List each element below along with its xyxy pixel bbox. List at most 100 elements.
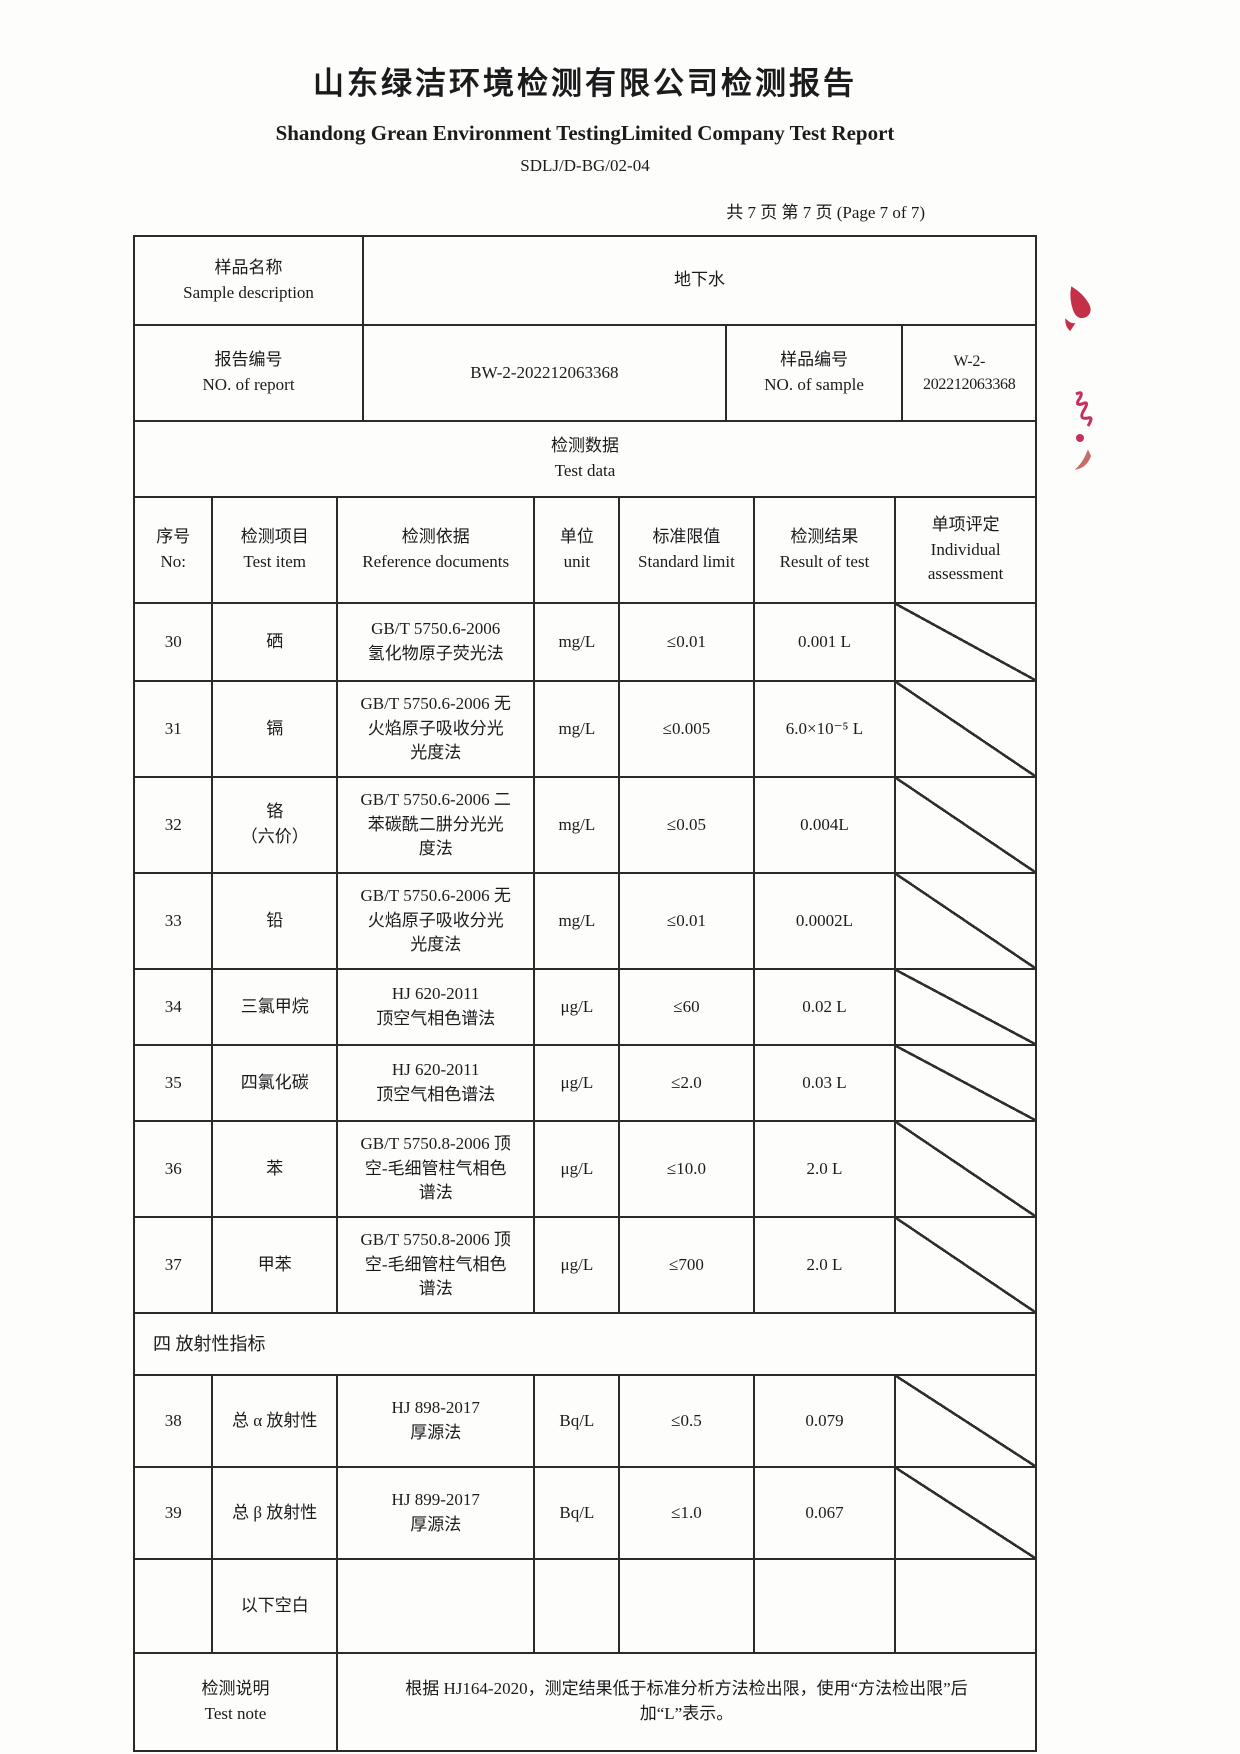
- row-item: 苯: [211, 1120, 338, 1218]
- row-no: 36: [132, 1120, 214, 1218]
- row-limit: ≤10.0: [618, 1120, 755, 1218]
- row-item: 铅: [211, 872, 338, 970]
- col-header-result: 检测结果 Result of test: [752, 496, 897, 604]
- sample-name-label: 样品名称 Sample description: [132, 235, 365, 326]
- row-limit: ≤0.01: [618, 872, 755, 970]
- table-row: 39 总 β 放射性 HJ 899-2017 厚源法 Bq/L ≤1.0 0.0…: [132, 1466, 1037, 1560]
- red-ink-mark: [1065, 286, 1091, 332]
- row-unit: μg/L: [533, 968, 621, 1046]
- assessment-slash: [894, 1120, 1037, 1218]
- row-item: 三氯甲烷: [211, 968, 338, 1046]
- blank-cell: [132, 1558, 214, 1654]
- report-content: 山东绿洁环境检测有限公司检测报告 Shandong Grean Environm…: [132, 58, 1038, 1752]
- assessment-slash: [894, 1374, 1037, 1468]
- test-note-label: 检测说明 Test note: [133, 1652, 338, 1752]
- blank-cell: [618, 1558, 755, 1654]
- sample-info-table: 样品名称 Sample description 地下水 报告编号 NO. of …: [132, 235, 1037, 498]
- report-title-en: Shandong Grean Environment TestingLimite…: [275, 121, 895, 145]
- row-no: 39: [132, 1466, 214, 1560]
- row-reference: GB/T 5750.6-2006 二 苯碳酰二肼分光光 度法: [335, 776, 536, 874]
- row-no: 31: [132, 680, 214, 778]
- assessment-slash: [894, 680, 1037, 778]
- row-result: 0.079: [752, 1374, 897, 1468]
- sample-no-label: 样品编号 NO. of sample: [724, 324, 904, 422]
- report-title-cn: 山东绿洁环境检测有限公司检测报告: [313, 66, 857, 101]
- assessment-slash: [894, 872, 1037, 970]
- row-item: 总 β 放射性: [211, 1466, 338, 1560]
- row-limit: ≤700: [618, 1216, 755, 1314]
- row-no: 33: [132, 872, 214, 970]
- sample-name-row: 样品名称 Sample description 地下水: [132, 235, 1037, 326]
- col-header-unit: 单位 unit: [533, 496, 621, 604]
- section-heading: 四 放射性指标: [133, 1312, 1037, 1376]
- row-unit: mg/L: [533, 872, 621, 970]
- row-result: 0.0002L: [752, 872, 897, 970]
- row-unit: Bq/L: [533, 1466, 621, 1560]
- blank-cell: [533, 1558, 621, 1654]
- row-result: 2.0 L: [752, 1120, 897, 1218]
- blank-cell: [752, 1558, 897, 1654]
- row-reference: HJ 899-2017 厚源法: [335, 1466, 536, 1560]
- row-no: 34: [132, 968, 214, 1046]
- row-limit: ≤0.5: [618, 1374, 755, 1468]
- col-header-no: 序号 No:: [132, 496, 214, 604]
- table-row: 37 甲苯 GB/T 5750.8-2006 顶 空-毛细管柱气相色 谱法 μg…: [132, 1216, 1037, 1314]
- row-unit: μg/L: [533, 1044, 621, 1122]
- test-note-text: 根据 HJ164-2020，测定结果低于标准分析方法检出限，使用“方法检出限”后…: [335, 1652, 1038, 1752]
- row-result: 0.03 L: [752, 1044, 897, 1122]
- row-item: 甲苯: [211, 1216, 338, 1314]
- table-row: 32 铬 （六价） GB/T 5750.6-2006 二 苯碳酰二肼分光光 度法…: [132, 776, 1037, 874]
- red-ink-mark: [1074, 449, 1092, 470]
- row-limit: ≤0.05: [618, 776, 755, 874]
- document-code: SDLJ/D-BG/02-04: [520, 156, 650, 175]
- row-result: 2.0 L: [752, 1216, 897, 1314]
- table-row: 33 铅 GB/T 5750.6-2006 无 火焰原子吸收分光 光度法 mg/…: [132, 872, 1037, 970]
- table-row: 35 四氯化碳 HJ 620-2011 顶空气相色谱法 μg/L ≤2.0 0.…: [132, 1044, 1037, 1122]
- table-row: 31 镉 GB/T 5750.6-2006 无 火焰原子吸收分光 光度法 mg/…: [132, 680, 1037, 778]
- row-reference: GB/T 5750.6-2006 无 火焰原子吸收分光 光度法: [335, 680, 536, 778]
- sample-no-value: W-2-202212063368: [901, 324, 1037, 422]
- row-limit: ≤0.01: [618, 602, 755, 682]
- row-no: 30: [132, 602, 214, 682]
- assessment-slash: [894, 1044, 1037, 1122]
- row-limit: ≤0.005: [618, 680, 755, 778]
- row-result: 0.001 L: [752, 602, 897, 682]
- red-ink-mark: [1075, 391, 1093, 442]
- row-unit: μg/L: [533, 1120, 621, 1218]
- test-data-heading: 检测数据 Test data: [133, 420, 1037, 498]
- col-header-limit: 标准限值 Standard limit: [618, 496, 755, 604]
- table-row: 34 三氯甲烷 HJ 620-2011 顶空气相色谱法 μg/L ≤60 0.0…: [132, 968, 1037, 1046]
- table-row: 30 硒 GB/T 5750.6-2006 氢化物原子荧光法 mg/L ≤0.0…: [132, 602, 1037, 682]
- row-reference: GB/T 5750.8-2006 顶 空-毛细管柱气相色 谱法: [335, 1216, 536, 1314]
- row-result: 0.004L: [752, 776, 897, 874]
- row-no: 32: [132, 776, 214, 874]
- table-header-row: 序号 No: 检测项目 Test item 检测依据 Reference doc…: [132, 496, 1037, 604]
- report-no-value: BW-2-202212063368: [362, 324, 727, 422]
- row-reference: HJ 898-2017 厚源法: [335, 1374, 536, 1468]
- page-number: 共 7 页 第 7 页 (Page 7 of 7): [726, 203, 925, 222]
- row-reference: HJ 620-2011 顶空气相色谱法: [335, 1044, 536, 1122]
- table-row: 36 苯 GB/T 5750.8-2006 顶 空-毛细管柱气相色 谱法 μg/…: [132, 1120, 1037, 1218]
- blank-cell: [894, 1558, 1037, 1654]
- row-item: 镉: [211, 680, 338, 778]
- row-unit: mg/L: [533, 680, 621, 778]
- col-header-reference: 检测依据 Reference documents: [335, 496, 536, 604]
- row-no: 38: [132, 1374, 214, 1468]
- row-item: 硒: [211, 602, 338, 682]
- row-result: 0.02 L: [752, 968, 897, 1046]
- report-no-label: 报告编号 NO. of report: [132, 324, 365, 422]
- test-data-heading-row: 检测数据 Test data: [133, 420, 1037, 498]
- test-note-table: 检测说明 Test note 根据 HJ164-2020，测定结果低于标准分析方…: [133, 1652, 1038, 1752]
- row-reference: GB/T 5750.8-2006 顶 空-毛细管柱气相色 谱法: [335, 1120, 536, 1218]
- row-limit: ≤2.0: [618, 1044, 755, 1122]
- test-data-table: 序号 No: 检测项目 Test item 检测依据 Reference doc…: [132, 496, 1037, 1654]
- assessment-slash: [894, 1466, 1037, 1560]
- sample-name-value: 地下水: [362, 235, 1037, 326]
- assessment-slash: [894, 602, 1037, 682]
- row-result: 6.0×10⁻⁵ L: [752, 680, 897, 778]
- blank-filler-row: 以下空白: [132, 1558, 1037, 1654]
- blank-note: 以下空白: [211, 1558, 338, 1654]
- row-item: 总 α 放射性: [211, 1374, 338, 1468]
- row-item: 四氯化碳: [211, 1044, 338, 1122]
